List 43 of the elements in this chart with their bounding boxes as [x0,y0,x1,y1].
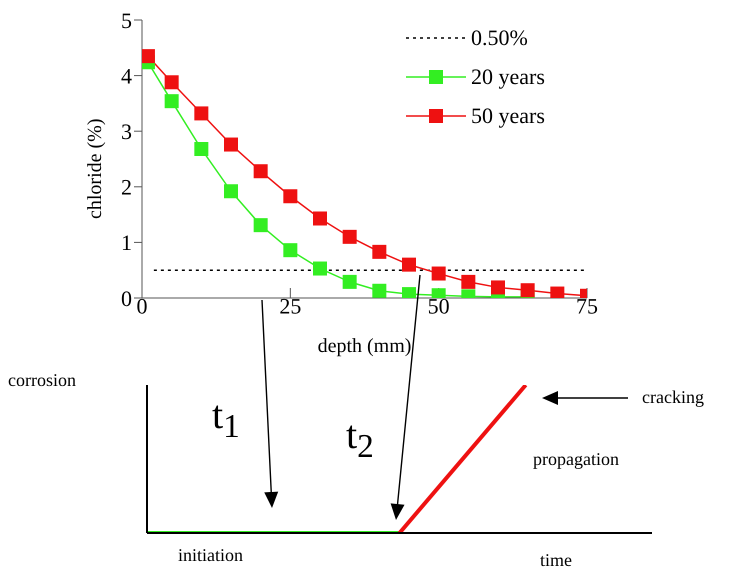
y-tick-label: 4 [121,63,132,88]
y-tick-label: 2 [121,174,132,200]
x-tick-label: 50 [428,294,450,319]
y-tick-label: 3 [121,119,132,144]
point [283,189,298,204]
x-axis-title: time [540,550,572,571]
point [461,274,476,289]
annotation: t$_{2}$ [346,412,374,465]
point [313,211,327,226]
y-axis-title: corrosion [8,370,76,391]
legend-label: 20 years [471,64,545,90]
y-axis-title: chloride (%) [84,118,106,219]
point [164,94,179,108]
point [342,230,357,244]
point [224,184,238,198]
point [194,142,208,156]
point [254,218,268,232]
text: initiation [178,545,243,565]
point [194,106,208,120]
x-tick-label: 25 [279,294,302,319]
point [254,164,268,178]
point [142,49,155,64]
point [283,243,298,258]
point [491,280,505,294]
point [372,284,386,298]
annotation: cracking [642,387,704,407]
y-tick-label: 1 [121,230,132,256]
point [432,266,446,281]
annotation: t$_{1}$ [212,392,240,445]
point [342,274,357,289]
x-tick-label: 0 [136,294,148,319]
point [372,244,386,259]
annotation: propagation [533,449,619,469]
point [402,258,416,272]
point [313,262,327,276]
point [224,138,238,152]
y-tick-label: 5 [121,8,132,33]
point [164,75,179,90]
legend-label: 0.50% [471,24,528,50]
x-axis-title: depth (mm) [318,335,412,357]
x-tick-label: 75 [576,294,598,319]
legend-label: 50 years [471,102,545,128]
point [520,283,535,298]
